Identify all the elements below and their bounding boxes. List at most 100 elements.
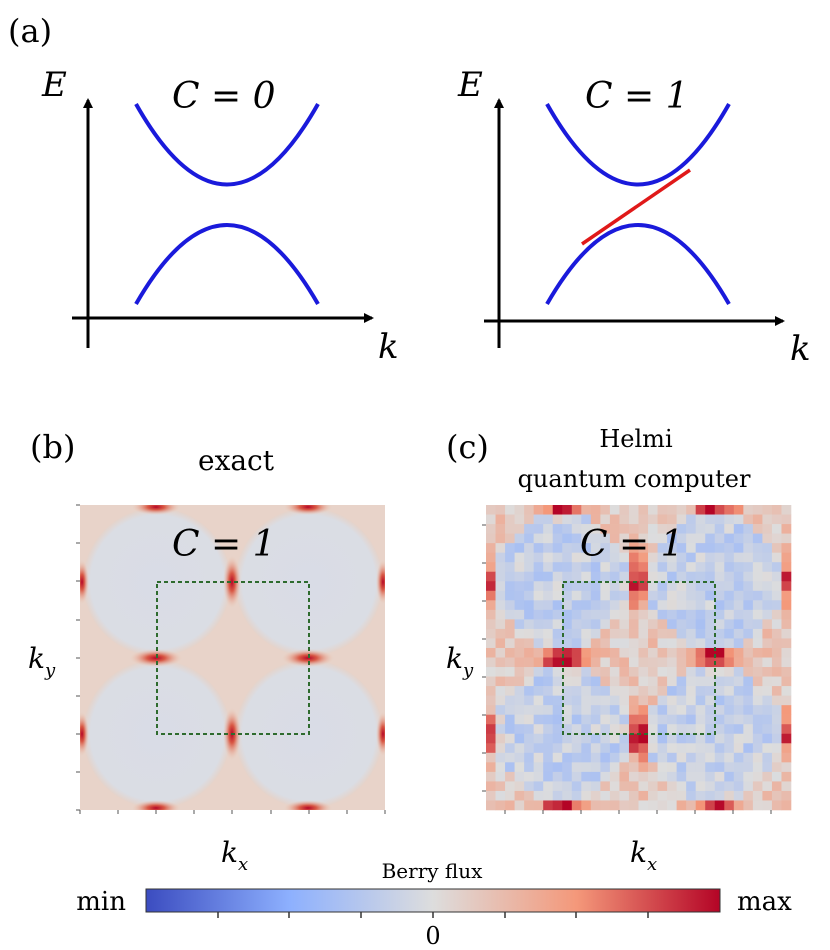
heatmap-cell [667,552,677,563]
heatmap-cell [686,657,696,668]
heatmap-cell [552,743,563,754]
heatmap-cell [486,581,496,592]
heatmap-cell [686,705,696,715]
heatmap-cell [638,676,649,687]
heatmap-cell [686,752,696,763]
heatmap-cell [562,733,573,744]
heatmap-cell [638,800,649,811]
heatmap-cell [552,571,563,582]
heatmap-cell [562,600,573,611]
heatmap-cell [667,771,677,782]
heatmap-cell [562,752,573,763]
heatmap-cell [762,552,773,563]
heatmap-cell [648,524,658,534]
heatmap-cell [705,524,716,534]
heatmap-cell [657,657,668,668]
heatmap-cell [714,619,725,630]
heatmap-cell [619,524,630,534]
heatmap-cell [705,609,716,620]
heatmap-cell [628,524,639,534]
heatmap-cell [638,609,649,620]
heatmap-cell [571,543,582,553]
heatmap-cell [543,676,554,687]
heatmap-cell [743,600,754,611]
heatmap-cell [514,609,525,620]
heatmap-cell [571,619,582,630]
heatmap-cell [781,609,792,620]
heatmap-cell [486,571,496,582]
heatmap-cell [609,771,620,782]
heatmap-cell [619,790,630,801]
heatmap-cell [724,790,735,801]
heatmap-cell [781,686,792,696]
heatmap-cell [486,743,496,754]
heatmap-cell [552,581,563,592]
heatmap-cell [686,514,696,525]
heatmap-cell [581,638,592,649]
heatmap-cell [657,790,668,801]
heatmap-cell [609,733,620,744]
heatmap-cell [676,762,687,773]
heatmap-cell [657,600,668,611]
heatmap-cell [724,733,735,744]
heatmap-cell [552,552,563,563]
heatmap-cell [609,667,620,677]
heatmap-cell [771,686,782,696]
heatmap-cell [514,676,525,687]
heatmap-cell [486,714,496,725]
heatmap-cell [733,743,744,754]
heatmap-cell [771,571,782,582]
heatmap-cell [571,790,582,801]
heatmap-cell [514,800,525,811]
heatmap-cell [533,762,544,773]
momentum-axis-label-left: k [378,327,399,367]
brillouin-zone-box-quantum [562,581,716,735]
heatmap-cell [486,705,496,715]
heatmap-cell [695,571,706,582]
heatmap-cell [524,543,534,553]
heatmap-cell [505,552,515,563]
heatmap-cell [543,695,554,706]
heatmap-cell [714,543,725,553]
heatmap-cell [733,752,744,763]
heatmap-cell [705,590,716,601]
heatmap-cell [581,514,592,525]
heatmap-cell [552,752,563,763]
heatmap-cell [486,552,496,563]
heatmap-cell [543,514,554,525]
heatmap-cell [695,533,706,544]
heatmap-cell [543,562,554,573]
heatmap-cell [781,571,792,582]
heatmap-cell [619,724,630,735]
heatmap-cell [657,800,668,811]
heatmap-cell [590,581,601,592]
heatmap-cell [638,505,649,515]
heatmap-cell [609,676,620,687]
heatmap-cell [505,752,515,763]
heatmap-cell [590,657,601,668]
heatmap-cell [676,676,687,687]
heatmap-cell [714,657,725,668]
heatmap-cell [533,505,544,515]
heatmap-cell [552,705,563,715]
valence-band-left [134,223,320,305]
heatmap-cell [590,686,601,696]
heatmap-cell [486,771,496,782]
heatmap-cell [628,505,639,515]
heatmap-cell [543,724,554,735]
heatmap-cell [495,781,506,792]
heatmap-cell [752,657,763,668]
heatmap-cell [657,733,668,744]
heatmap-cell [552,676,563,687]
heatmap-cell [562,686,573,696]
heatmap-cell [505,686,515,696]
heatmap-cell [648,695,658,706]
ky-label-quantum: ky [446,642,474,681]
heatmap-cell [505,695,515,706]
heatmap-cell [705,552,716,563]
heatmap-cell [686,800,696,811]
heatmap-cell [781,695,792,706]
heatmap-cell [705,543,716,553]
heatmap-cell [781,552,792,563]
heatmap-cell [771,676,782,687]
